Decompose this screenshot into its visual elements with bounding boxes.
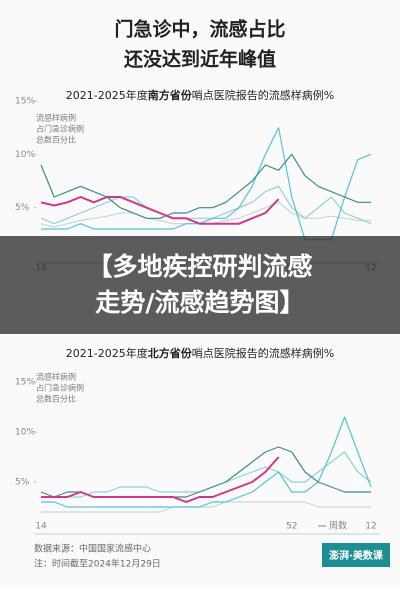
logo-box [322, 543, 390, 567]
x-tick-label: 12 [365, 522, 376, 532]
chart: 2021-2025年度北方省份哨点医院报告的流感样病例% 流感样病例占门急诊病例总… [15, 346, 380, 535]
chart-title-part: 南方省份 [148, 88, 193, 102]
series-line [40, 185, 372, 225]
chart-title-part: 2021-2025年度 [66, 88, 148, 102]
y-axis-label: 流感样病例 [36, 113, 76, 123]
chart-title-part: 北方省份 [148, 346, 193, 360]
y-tick-label: 15% [15, 378, 35, 388]
y-axis-label: 总数百分比 [36, 135, 76, 145]
banner [0, 236, 400, 334]
banner-text: 【多地疾控研判流感 [87, 252, 312, 281]
y-tick-label: 5% [15, 203, 30, 213]
y-axis-label: 占门急诊病例 [36, 124, 84, 134]
chart-title-part: 2021-2025年度 [66, 346, 148, 360]
chart-title: 2021-2025年度南方省份哨点医院报告的流感样病例% [66, 88, 334, 102]
headline: 门急诊中，流感占比 [114, 18, 285, 41]
series-line [41, 416, 372, 508]
x-axis-label: 周数 [329, 520, 347, 532]
logo: 澎湃·美数课 [329, 549, 384, 562]
series-line [40, 153, 371, 219]
x-tick-label: 52 [286, 522, 297, 532]
source-note: 注：时间截至2024年12月29日 [34, 558, 161, 570]
overlay: 【多地疾控研判流感 走势/流感趋势图】 [0, 236, 400, 334]
source-note: 数据来源：中国国家流感中心 [34, 543, 151, 555]
headline: 还没达到近年峰值 [123, 48, 276, 71]
series-line [41, 456, 280, 503]
banner-text: 走势/流感趋势图】 [95, 288, 304, 317]
y-axis-label: 流感样病例 [36, 372, 76, 382]
y-axis-label: 占门急诊病例 [36, 383, 84, 393]
chart-title-part: 哨点医院报告的流感样病例% [192, 88, 334, 102]
chart-title: 2021-2025年度北方省份哨点医院报告的流感样病例% [66, 346, 334, 360]
y-tick-label: 10% [15, 428, 35, 438]
series-line [41, 501, 371, 513]
y-axis-label: 总数百分比 [36, 394, 76, 404]
y-tick-label: 10% [15, 150, 35, 160]
chart-title-part: 哨点医院报告的流感样病例% [192, 346, 334, 360]
x-tick-label: 14 [35, 522, 47, 532]
y-tick-label: 5% [15, 478, 30, 488]
series-line [40, 196, 280, 225]
y-tick-label: 15% [15, 97, 35, 107]
